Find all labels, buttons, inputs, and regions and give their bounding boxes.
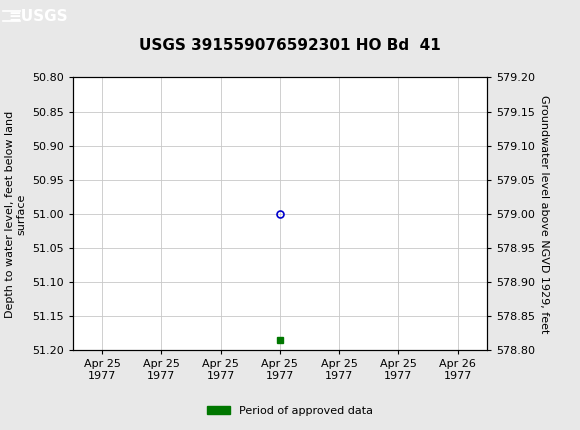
Y-axis label: Groundwater level above NGVD 1929, feet: Groundwater level above NGVD 1929, feet	[539, 95, 549, 333]
Legend: Period of approved data: Period of approved data	[203, 401, 377, 420]
Text: USGS 391559076592301 HO Bd  41: USGS 391559076592301 HO Bd 41	[139, 38, 441, 52]
Text: ≡USGS: ≡USGS	[9, 9, 68, 24]
Y-axis label: Depth to water level, feet below land
surface: Depth to water level, feet below land su…	[5, 111, 26, 317]
